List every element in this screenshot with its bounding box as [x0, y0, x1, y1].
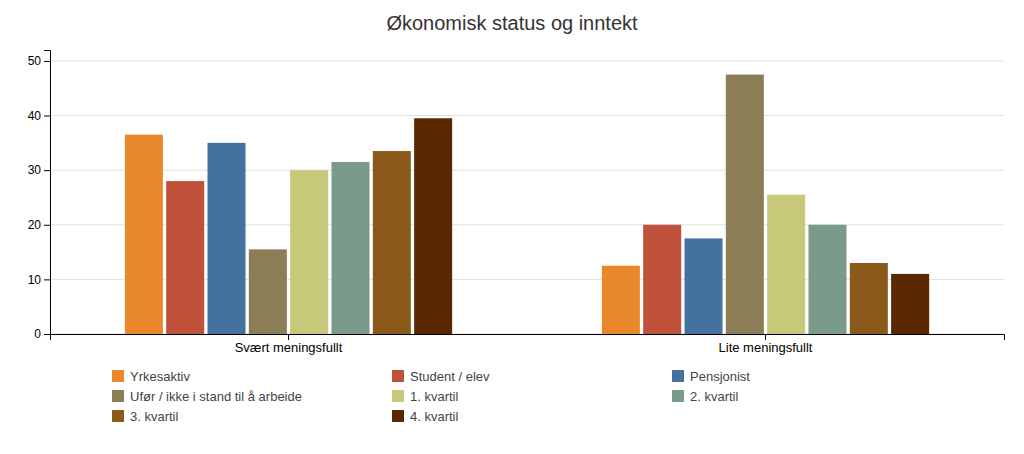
tick-label: Svært meningsfullt: [235, 340, 343, 355]
bar: [166, 181, 204, 334]
grid: [50, 61, 1004, 334]
tick: 10: [28, 273, 50, 287]
tick: 0: [34, 327, 50, 341]
axis-line: [44, 51, 51, 335]
legend-item: 2. kvartil: [672, 389, 739, 404]
bar: [726, 75, 764, 334]
bar: [331, 162, 369, 334]
bar-series: [125, 135, 640, 334]
tick: 20: [28, 218, 50, 232]
tick: Svært meningsfullt: [235, 334, 343, 355]
bar: [643, 225, 681, 334]
bar: [373, 151, 411, 334]
tick-label: 20: [28, 218, 42, 232]
legend-swatch: [392, 410, 404, 422]
tick-label: 50: [28, 54, 42, 68]
bar: [249, 249, 287, 334]
tick: 40: [28, 109, 50, 123]
bar-series: [414, 118, 929, 334]
bar-series: [249, 75, 764, 334]
legend-item: 3. kvartil: [112, 409, 179, 424]
legend-label: 2. kvartil: [690, 389, 739, 404]
tick: Lite meningsfullt: [719, 334, 813, 355]
legend-label: Ufør / ikke i stand til å arbeide: [130, 389, 302, 404]
bar: [208, 143, 246, 334]
grid-line: [50, 60, 1004, 61]
plot: 0 10 20 30 40 50 Svært meningsfullt Lite mening…: [28, 51, 1005, 356]
legend-label: Yrkesaktiv: [130, 369, 190, 384]
bar: [767, 195, 805, 334]
legend-swatch: [392, 390, 404, 402]
bar: [602, 266, 640, 334]
legend-item: Student / elev: [392, 369, 490, 384]
tick: 30: [28, 163, 50, 177]
legend-item: 1. kvartil: [392, 389, 459, 404]
legend-swatch: [112, 370, 124, 382]
tick-mark: [44, 116, 50, 117]
legend-label: 3. kvartil: [130, 409, 179, 424]
bar: [850, 263, 888, 334]
tick-mark: [44, 225, 50, 226]
tick-mark: [44, 170, 50, 171]
legend-swatch: [392, 370, 404, 382]
legend-label: Student / elev: [410, 369, 490, 384]
bar: [414, 118, 452, 334]
tick: 50: [28, 54, 50, 68]
legend-label: 1. kvartil: [410, 389, 459, 404]
bar: [891, 274, 929, 334]
bar: [808, 225, 846, 334]
bar: [290, 170, 328, 334]
bar-series: [208, 143, 723, 334]
tick-label: 40: [28, 109, 42, 123]
legend-label: Pensjonist: [690, 369, 750, 384]
tick-label: 0: [34, 327, 41, 341]
legend-swatch: [672, 370, 684, 382]
grid-line: [50, 115, 1004, 116]
axis-line: [51, 335, 1005, 341]
x-axis: Svært meningsfullt Lite meningsfullt: [51, 334, 1005, 355]
tick-mark: [44, 61, 50, 62]
tick-label: Lite meningsfullt: [719, 340, 813, 355]
tick-mark: [288, 334, 289, 340]
legend-item: Ufør / ikke i stand til å arbeide: [112, 389, 302, 404]
chart: 0 10 20 30 40 50 Svært meningsfullt Lite mening…: [0, 0, 1024, 454]
legend-label: 4. kvartil: [410, 409, 459, 424]
legend: Yrkesaktiv Student / elev Pensjonist Ufør /…: [112, 369, 750, 424]
legend-item: 4. kvartil: [392, 409, 459, 424]
legend-swatch: [672, 390, 684, 402]
legend-swatch: [112, 410, 124, 422]
title: Økonomisk status og inntekt: [386, 12, 638, 34]
tick-label: 10: [28, 273, 42, 287]
bars: [125, 75, 929, 334]
tick-label: 30: [28, 163, 42, 177]
legend-item: Yrkesaktiv: [112, 369, 190, 384]
bar: [125, 135, 163, 334]
legend-item: Pensjonist: [672, 369, 750, 384]
tick-mark: [44, 334, 50, 335]
legend-swatch: [112, 390, 124, 402]
grid-line: [50, 170, 1004, 171]
tick-mark: [765, 334, 766, 340]
y-axis: 0 10 20 30 40 50: [28, 51, 51, 342]
tick-mark: [44, 279, 50, 280]
bar: [685, 238, 723, 334]
